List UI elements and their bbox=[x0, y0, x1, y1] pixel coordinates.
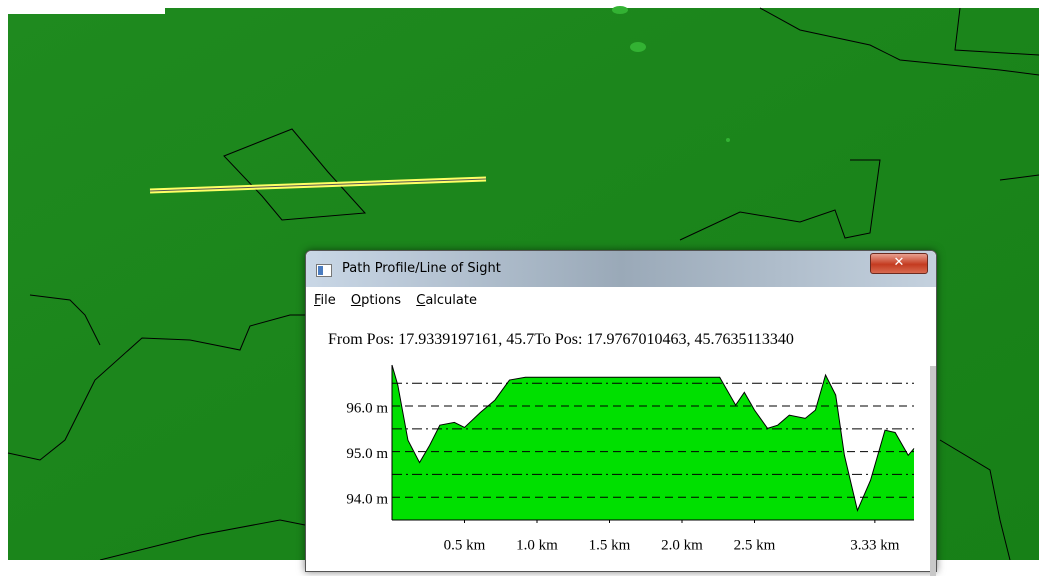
profile-chart: 94.0 m 95.0 m 96.0 m 0.5 km 1.0 km 1.5 km 2.0 … bbox=[0, 0, 1039, 560]
page: Path Profile/Line of Sight ✕ File Option… bbox=[0, 0, 1039, 560]
x-tick-label: 2.0 km bbox=[661, 537, 703, 553]
y-tick-label: 95.0 m bbox=[346, 446, 388, 462]
y-tick-label: 94.0 m bbox=[346, 492, 388, 508]
x-tick-label: 1.5 km bbox=[589, 537, 631, 553]
y-tick-label: 96.0 m bbox=[346, 400, 388, 416]
x-tick-label: 3.33 km bbox=[850, 537, 900, 553]
x-tick-label: 1.0 km bbox=[516, 537, 558, 553]
x-tick-label: 2.5 km bbox=[734, 537, 776, 553]
x-tick-label: 0.5 km bbox=[444, 537, 486, 553]
